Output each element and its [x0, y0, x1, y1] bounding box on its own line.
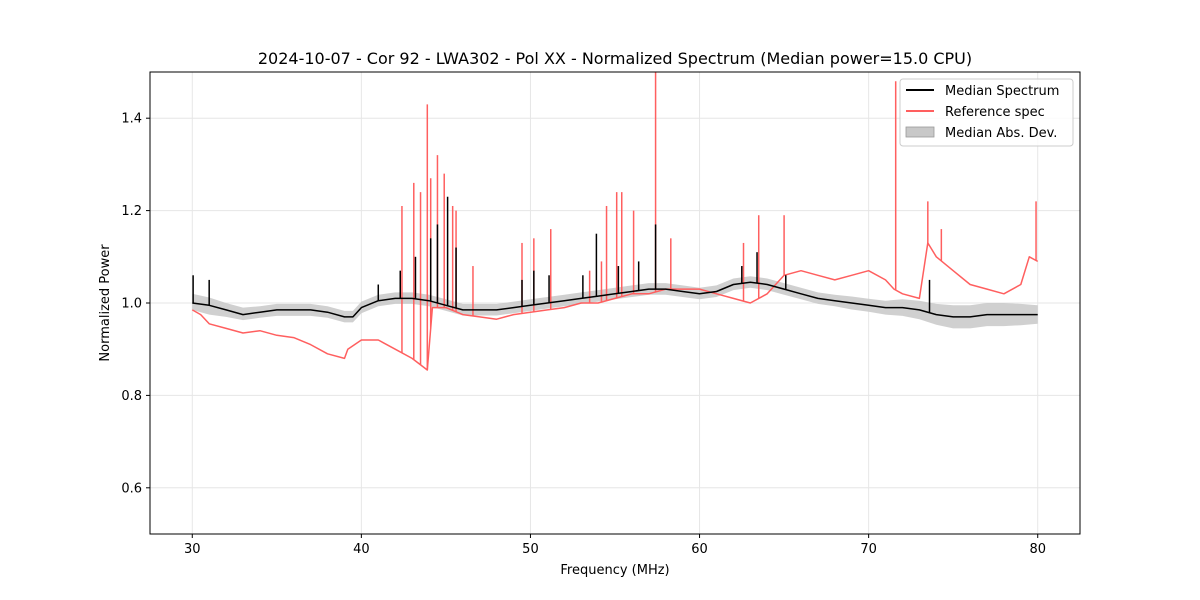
y-tick-label: 1.2 [121, 204, 142, 219]
legend-mad-patch [905, 126, 935, 138]
x-tick-label: 80 [1029, 542, 1046, 557]
x-tick-label: 40 [353, 542, 370, 557]
x-tick-label: 50 [522, 542, 539, 557]
legend-mad-label: Median Abs. Dev. [945, 126, 1057, 141]
chart-title: 2024-10-07 - Cor 92 - LWA302 - Pol XX - … [258, 49, 972, 68]
plot-area [191, 72, 1039, 371]
legend-reference-label: Reference spec [945, 105, 1045, 120]
legend: Median Spectrum Reference spec Median Ab… [899, 78, 1074, 147]
y-tick-label: 1.4 [121, 112, 142, 127]
y-tick-label: 0.8 [121, 389, 142, 404]
median-spectrum-line [192, 281, 1038, 318]
legend-median-label: Median Spectrum [945, 84, 1059, 99]
axis-ticks: 30 40 50 60 70 80 0.6 0.8 1.0 1.2 1.4 [121, 112, 1046, 557]
y-tick-label: 1.0 [121, 297, 142, 312]
x-axis-label: Frequency (MHz) [560, 563, 669, 578]
reference-spectrum-line [191, 242, 1039, 371]
y-axis-label: Normalized Power [98, 244, 113, 362]
x-tick-label: 70 [860, 542, 877, 557]
y-tick-label: 0.6 [121, 481, 142, 496]
x-tick-label: 30 [184, 542, 201, 557]
legend-box [899, 78, 1074, 147]
median-abs-dev-band [192, 276, 1038, 329]
x-tick-label: 60 [691, 542, 708, 557]
